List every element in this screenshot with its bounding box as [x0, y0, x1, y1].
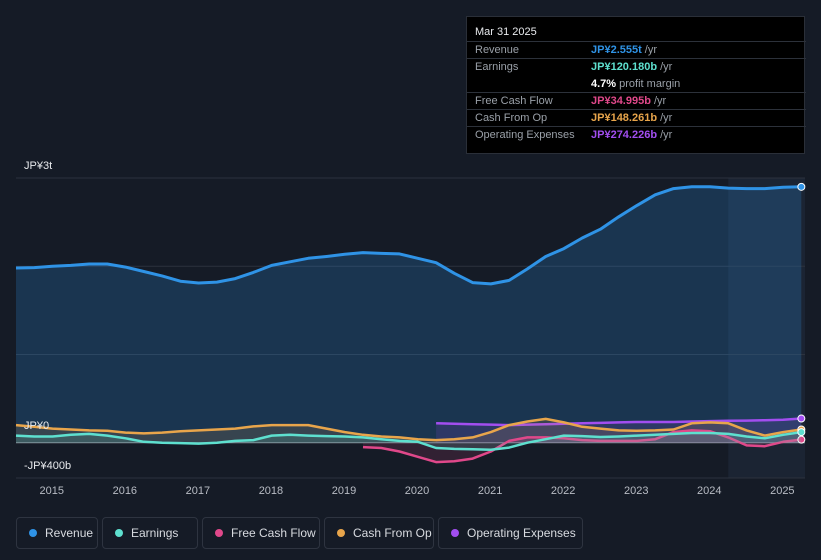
- x-tick-label: 2020: [404, 485, 430, 497]
- tooltip-label: Free Cash Flow: [475, 95, 553, 107]
- tooltip-panel: Mar 31 2025 Revenue JP¥2.555t/yr Earning…: [466, 16, 806, 154]
- x-tick-label: 2023: [623, 485, 649, 497]
- legend-dot-icon: [215, 529, 223, 537]
- x-tick-label: 2016: [112, 485, 138, 497]
- cash-from-op-line: [15, 417, 802, 442]
- tooltip-value: JP¥34.995b/yr: [591, 95, 667, 107]
- x-tick-label: 2019: [331, 485, 357, 497]
- legend-dot-icon: [115, 529, 123, 537]
- y-label-bottom: -JP¥400b: [24, 460, 72, 472]
- earnings-line: [15, 430, 802, 452]
- x-tick-label: 2024: [697, 485, 722, 497]
- legend-label: Revenue: [45, 526, 94, 540]
- tooltip-value: JP¥148.261b/yr: [591, 112, 673, 124]
- legend-item-revenue[interactable]: Revenue: [16, 517, 98, 549]
- legend-label: Cash From Op: [353, 526, 432, 540]
- earnings-end-point: [797, 428, 806, 437]
- tooltip-date: Mar 31 2025: [475, 26, 537, 38]
- revenue-line: [15, 185, 802, 286]
- operating-expenses-line: [436, 417, 802, 427]
- x-tick-label: 2021: [477, 485, 503, 497]
- legend-dot-icon: [337, 529, 345, 537]
- operating-expenses-end-point: [797, 414, 806, 423]
- tooltip-label: Cash From Op: [475, 112, 548, 124]
- y-label-zero: JP¥0: [24, 420, 50, 432]
- tooltip-label: Revenue: [475, 44, 520, 56]
- tooltip-value: JP¥120.180b/yr: [591, 61, 673, 73]
- tooltip-row-fcf: Free Cash Flow JP¥34.995b/yr: [467, 92, 806, 110]
- tooltip-label: Earnings: [475, 61, 519, 73]
- free-cash-flow-area: [363, 430, 802, 463]
- tooltip-row-cfo: Cash From Op JP¥148.261b/yr: [467, 109, 806, 127]
- x-tick-label: 2017: [185, 485, 211, 497]
- tooltip-row-revenue: Revenue JP¥2.555t/yr: [467, 41, 806, 59]
- revenue-area: [16, 186, 802, 443]
- legend-label: Free Cash Flow: [231, 526, 316, 540]
- legend-item-cash-from-op[interactable]: Cash From Op: [324, 517, 434, 549]
- x-tick-label: 2018: [258, 485, 284, 497]
- y-label-top: JP¥3t: [24, 160, 53, 172]
- legend-dot-icon: [29, 529, 37, 537]
- tooltip-value: JP¥274.226b/yr: [591, 129, 673, 141]
- tooltip-row-opex: Operating Expenses JP¥274.226b/yr: [467, 126, 806, 144]
- tooltip-profit-margin: 4.7% profit margin: [591, 78, 681, 90]
- tooltip-label: Operating Expenses: [475, 129, 575, 141]
- legend-item-operating-expenses[interactable]: Operating Expenses: [438, 517, 583, 549]
- x-tick-label: 2025: [770, 485, 795, 497]
- legend-item-earnings[interactable]: Earnings: [102, 517, 198, 549]
- tooltip-value: JP¥2.555t/yr: [591, 44, 657, 56]
- x-tick-label: 2022: [550, 485, 576, 497]
- x-tick-label: 2015: [39, 485, 64, 497]
- free-cash-flow-line: [362, 429, 802, 464]
- legend-label: Earnings: [131, 526, 179, 540]
- legend-item-free-cash-flow[interactable]: Free Cash Flow: [202, 517, 320, 549]
- tooltip-row-earnings: Earnings JP¥120.180b/yr: [467, 58, 806, 76]
- revenue-end-point: [797, 182, 806, 191]
- legend-dot-icon: [451, 529, 459, 537]
- legend-label: Operating Expenses: [467, 526, 576, 540]
